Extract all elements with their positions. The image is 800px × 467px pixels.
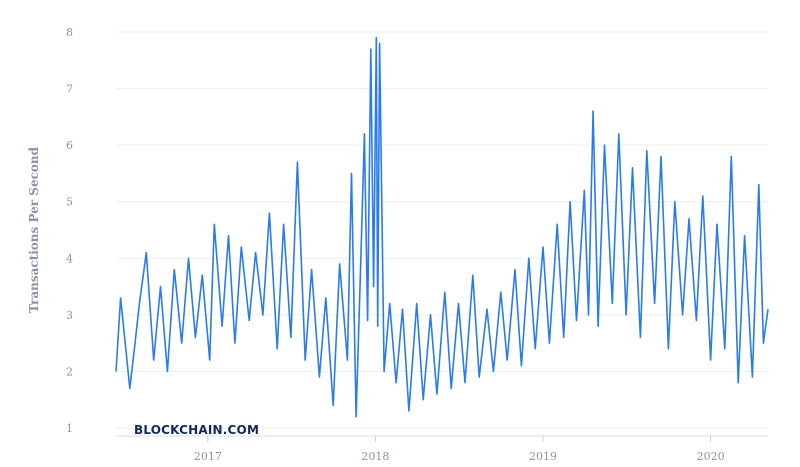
y-axis: 1 2 3 4 5 6 7 8 bbox=[66, 26, 73, 435]
y-axis-title: Transactions Per Second bbox=[27, 146, 41, 313]
y-tick-label: 5 bbox=[66, 196, 73, 209]
y-tick-label: 2 bbox=[66, 365, 73, 378]
y-tick-label: 8 bbox=[66, 26, 73, 39]
y-tick-label: 1 bbox=[66, 422, 73, 435]
x-tick-label: 2018 bbox=[361, 450, 389, 463]
series-line bbox=[115, 36, 769, 418]
y-tick-label: 3 bbox=[66, 309, 73, 322]
watermark-logo: BLOCKCHAIN.COM bbox=[134, 423, 260, 437]
x-tick-label: 2020 bbox=[697, 450, 725, 463]
x-tick-label: 2019 bbox=[529, 450, 557, 463]
x-axis: 2017 2018 2019 2020 bbox=[116, 435, 768, 463]
y-tick-label: 7 bbox=[66, 83, 73, 96]
gridlines bbox=[116, 31, 768, 429]
y-tick-label: 6 bbox=[66, 139, 73, 152]
x-tick-label: 2017 bbox=[194, 450, 222, 463]
y-tick-label: 4 bbox=[66, 252, 73, 265]
